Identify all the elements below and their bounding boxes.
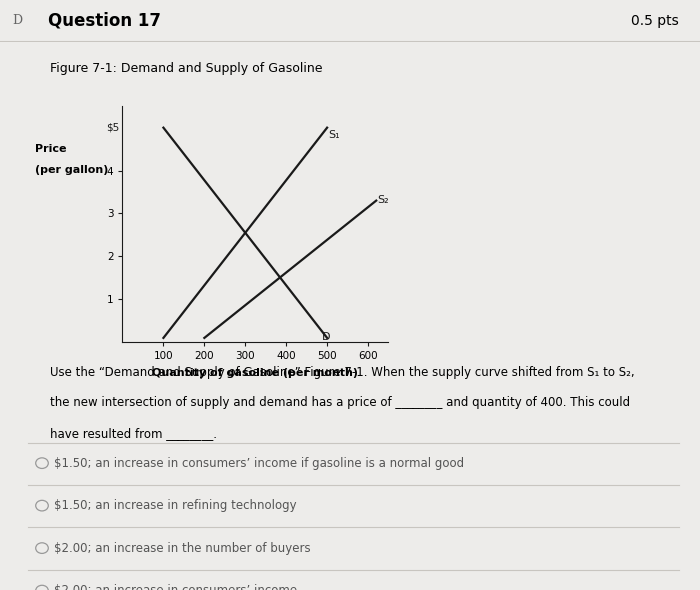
Text: the new intersection of supply and demand has a price of ________ and quantity o: the new intersection of supply and deman… xyxy=(50,396,631,409)
Text: D: D xyxy=(322,332,330,342)
Text: $5: $5 xyxy=(106,123,120,133)
Text: Use the “Demand and Supply of Gasoline” Figure 7-1. When the supply curve shifte: Use the “Demand and Supply of Gasoline” … xyxy=(50,366,635,379)
Text: Question 17: Question 17 xyxy=(48,12,160,30)
Text: $2.00; an increase in the number of buyers: $2.00; an increase in the number of buye… xyxy=(54,542,311,555)
X-axis label: Quantity of gasoline (per month): Quantity of gasoline (per month) xyxy=(153,368,358,378)
Text: $1.50; an increase in consumers’ income if gasoline is a normal good: $1.50; an increase in consumers’ income … xyxy=(54,457,464,470)
Text: Figure 7-1: Demand and Supply of Gasoline: Figure 7-1: Demand and Supply of Gasolin… xyxy=(50,62,323,75)
Text: have resulted from ________.: have resulted from ________. xyxy=(50,427,218,440)
Text: Price: Price xyxy=(35,144,66,153)
Text: S₁: S₁ xyxy=(328,130,340,140)
Text: $1.50; an increase in refining technology: $1.50; an increase in refining technolog… xyxy=(54,499,297,512)
Text: 0.5 pts: 0.5 pts xyxy=(631,14,679,28)
Text: S₂: S₂ xyxy=(377,195,388,205)
Text: $2.00; an increase in consumers’ income: $2.00; an increase in consumers’ income xyxy=(54,584,297,590)
Text: (per gallon): (per gallon) xyxy=(35,165,108,175)
Text: D: D xyxy=(13,15,22,28)
